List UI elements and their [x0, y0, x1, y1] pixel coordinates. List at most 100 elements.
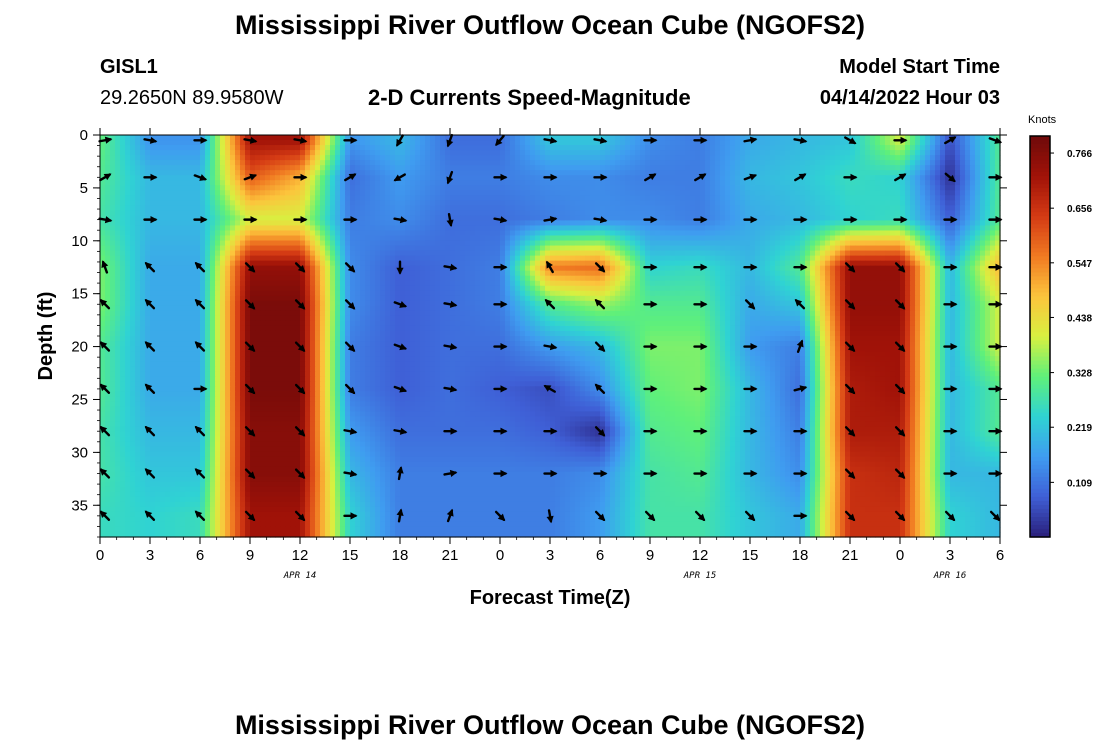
- heatmap-cell: [600, 200, 606, 206]
- heatmap-cell: [250, 135, 256, 141]
- heatmap-cell: [210, 215, 216, 222]
- heatmap-cell: [880, 195, 886, 201]
- heatmap-cell: [190, 245, 196, 252]
- heatmap-cell: [165, 260, 171, 267]
- heatmap-cell: [575, 145, 581, 151]
- heatmap-cell: [160, 250, 166, 257]
- heatmap-cell: [110, 205, 116, 211]
- heatmap-cell: [515, 215, 521, 222]
- heatmap-cell: [405, 160, 411, 166]
- heatmap-cell: [955, 170, 961, 176]
- heatmap-cell: [645, 230, 651, 237]
- heatmap-cell: [660, 140, 666, 146]
- heatmap-cell: [830, 185, 836, 191]
- heatmap-cell: [350, 165, 356, 171]
- heatmap-cell: [530, 155, 536, 161]
- heatmap-cell: [680, 225, 686, 232]
- heatmap-cell: [295, 255, 301, 262]
- heatmap-cell: [395, 245, 401, 252]
- heatmap-cell: [910, 215, 916, 222]
- heatmap-cell: [520, 185, 526, 191]
- heatmap-cell: [595, 245, 601, 252]
- heatmap-cell: [650, 260, 656, 267]
- heatmap-cell: [865, 135, 871, 141]
- heatmap-cell: [610, 250, 616, 257]
- heatmap-cell: [110, 185, 116, 191]
- heatmap-cell: [540, 265, 546, 272]
- heatmap-cell: [790, 195, 796, 201]
- heatmap-cell: [970, 210, 976, 217]
- heatmap-cell: [810, 140, 816, 146]
- heatmap-cell: [495, 255, 501, 262]
- heatmap-cell: [405, 190, 411, 196]
- heatmap-cell: [665, 145, 671, 151]
- heatmap-cell: [875, 195, 881, 201]
- heatmap-cell: [955, 140, 961, 146]
- heatmap-cell: [375, 200, 381, 206]
- heatmap-cell: [835, 155, 841, 161]
- heatmap-cell: [745, 135, 751, 141]
- heatmap-cell: [205, 200, 211, 206]
- heatmap-cell: [185, 235, 191, 242]
- heatmap-cell: [165, 240, 171, 247]
- heatmap-cell: [650, 230, 656, 237]
- heatmap-cell: [235, 160, 241, 166]
- heatmap-cell: [520, 235, 526, 242]
- heatmap-cell: [685, 235, 691, 242]
- heatmap-cell: [990, 265, 996, 272]
- heatmap-cell: [585, 165, 591, 171]
- heatmap-cell: [925, 205, 931, 211]
- heatmap-cell: [930, 195, 936, 201]
- heatmap-cell: [555, 170, 561, 176]
- heatmap-cell: [280, 170, 286, 176]
- heatmap-cell: [195, 160, 201, 166]
- heatmap-cell: [415, 250, 421, 257]
- heatmap-cell: [790, 145, 796, 151]
- heatmap-cell: [420, 140, 426, 146]
- heatmap-cell: [105, 190, 111, 196]
- heatmap-cell: [145, 240, 151, 247]
- heatmap-cell: [830, 215, 836, 222]
- heatmap-cell: [365, 175, 371, 181]
- heatmap-cell: [275, 165, 281, 171]
- heatmap-cell: [655, 210, 661, 217]
- heatmap-cell: [830, 135, 836, 141]
- heatmap-cell: [900, 230, 906, 237]
- heatmap-cell: [400, 190, 406, 196]
- heatmap-cell: [385, 250, 391, 257]
- heatmap-cell: [515, 225, 521, 232]
- heatmap-cell: [270, 270, 276, 277]
- heatmap-cell: [665, 250, 671, 257]
- heatmap-cell: [225, 160, 231, 166]
- heatmap-cell: [860, 175, 866, 181]
- heatmap-cell: [855, 220, 861, 227]
- plot-title: 2-D Currents Speed-Magnitude: [368, 85, 691, 110]
- heatmap-cell: [605, 195, 611, 201]
- heatmap-cell: [580, 145, 586, 151]
- heatmap-cell: [905, 140, 911, 146]
- heatmap-cell: [135, 195, 141, 201]
- heatmap-cell: [930, 225, 936, 232]
- heatmap-cell: [655, 195, 661, 201]
- heatmap-cell: [755, 225, 761, 232]
- heatmap-cell: [120, 195, 126, 201]
- heatmap-cell: [265, 260, 271, 267]
- heatmap-cell: [440, 195, 446, 201]
- heatmap-cell: [255, 270, 261, 277]
- heatmap-cell: [705, 190, 711, 196]
- heatmap-cell: [325, 135, 331, 141]
- heatmap-cell: [155, 150, 161, 156]
- heatmap-cell: [465, 140, 471, 146]
- heatmap-cell: [355, 215, 361, 222]
- heatmap-cell: [525, 220, 531, 227]
- heatmap-cell: [320, 145, 326, 151]
- heatmap-cell: [535, 255, 541, 262]
- heatmap-cell: [200, 135, 206, 141]
- heatmap-cell: [270, 220, 276, 227]
- heatmap-cell: [875, 190, 881, 196]
- heatmap-cell: [340, 205, 346, 211]
- heatmap-cell: [570, 180, 576, 186]
- heatmap-cell: [530, 175, 536, 181]
- heatmap-cell: [545, 170, 551, 176]
- heatmap-cell: [405, 225, 411, 232]
